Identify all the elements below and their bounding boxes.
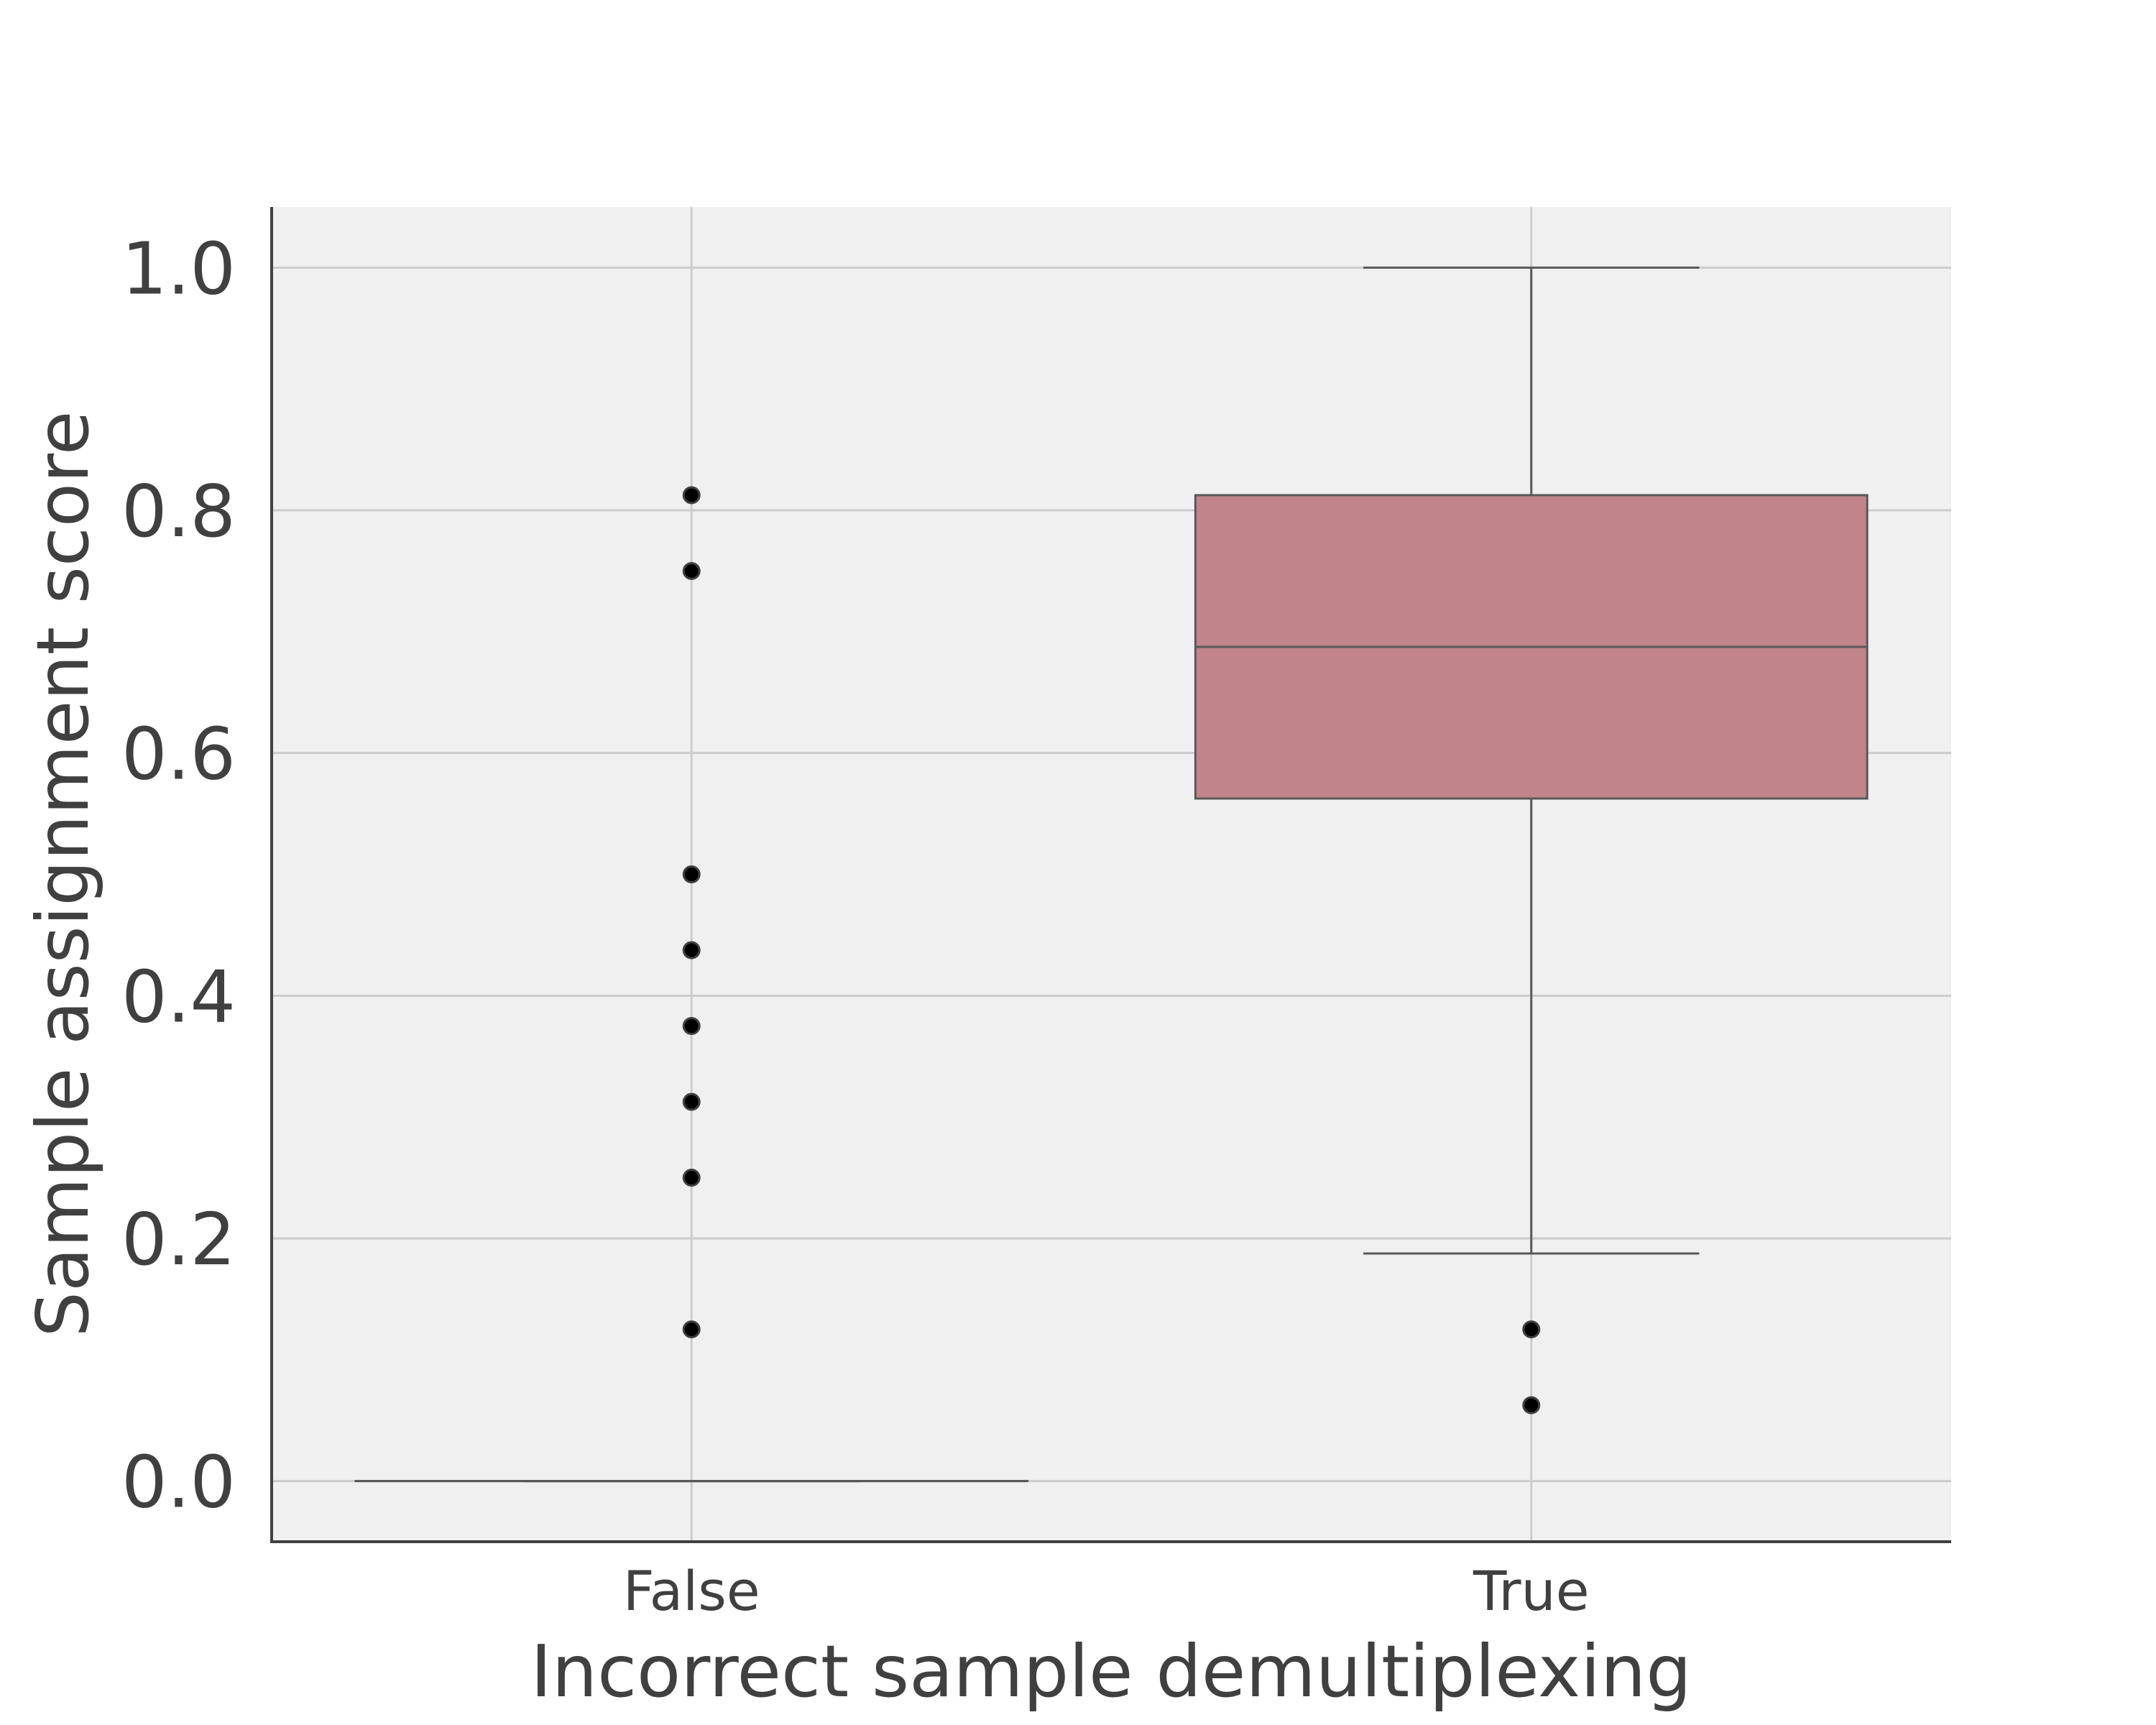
outliers [682,486,1541,1414]
x-tick-label: True [1473,1559,1589,1623]
outlier-point [1522,1396,1541,1414]
boxes [354,266,1869,1483]
x-tick-labels: False True [623,1559,1590,1623]
outlier-point [682,1169,701,1187]
y-tick-label: 0.0 [121,1440,236,1524]
outlier-point [682,1017,701,1036]
y-tick-label: 1.0 [121,226,236,310]
outlier-point [682,561,701,580]
outlier-point [682,1320,701,1339]
outlier-point [682,865,701,883]
outlier-point [682,941,701,960]
y-tick-label: 0.2 [121,1197,236,1282]
x-tick-label: False [623,1559,760,1623]
y-tick-label: 0.4 [121,954,236,1039]
plot-area [272,207,1951,1542]
x-axis-title: Incorrect sample demultiplexing [530,1629,1692,1714]
y-tick-label: 0.8 [121,469,236,553]
y-axis-title: Sample assignment score [21,411,105,1338]
outlier-point [682,1092,701,1111]
y-tick-labels: 0.0 0.2 0.4 0.6 0.8 1.0 [121,226,236,1524]
outlier-point [682,486,701,505]
y-tick-label: 0.6 [121,712,236,796]
outlier-point [1522,1320,1541,1339]
